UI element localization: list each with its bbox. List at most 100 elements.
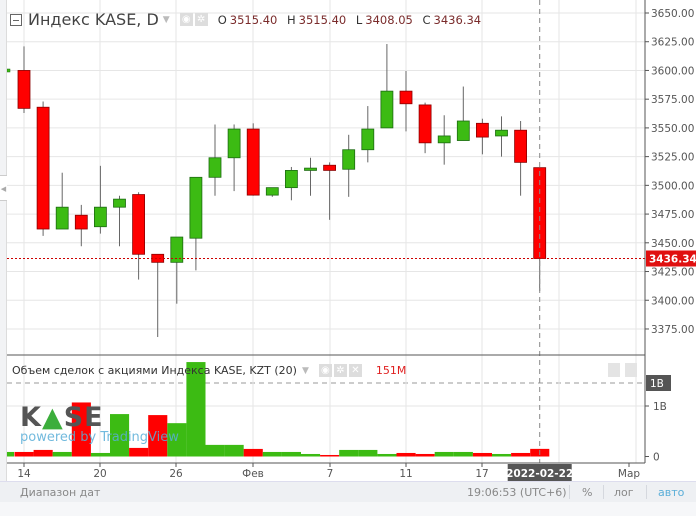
volume-bar	[90, 452, 110, 457]
candle	[132, 194, 146, 255]
divider	[646, 485, 647, 499]
candle	[17, 70, 31, 109]
candle	[189, 176, 203, 239]
close-icon[interactable]: ✕	[348, 364, 362, 377]
volume-bar	[33, 449, 53, 457]
scale-fit-button-icon	[625, 363, 637, 377]
volume-tick-label: 1B	[653, 401, 667, 413]
bottom-toolbar: Диапазон дат 19:06:53 (UTC+6) % лог авто	[0, 481, 696, 502]
last-price-label: 3436.34	[649, 253, 696, 265]
time-tick-label: 7	[327, 468, 334, 480]
date-range-button[interactable]: Диапазон дат	[20, 486, 101, 499]
time-tick-label: 26	[169, 468, 183, 480]
kase-logo: K▲SE	[20, 402, 104, 433]
price-tick-label: 3600.00	[651, 65, 694, 77]
candle	[342, 149, 356, 170]
volume-legend: Объем сделок с акциями Индекса KASE, KZT…	[12, 364, 406, 377]
volume-bar	[492, 453, 512, 457]
grid	[7, 0, 645, 463]
volume-bar	[339, 449, 359, 457]
kase-logo-watermark: K▲SE powered by TradingView	[20, 404, 179, 445]
left-toolbar-edge	[0, 0, 7, 481]
time-tick-label: Мар	[618, 468, 640, 480]
volume-max-label-bg	[646, 375, 671, 391]
volume-bar	[129, 447, 149, 457]
main-series-legend: Индекс KASE, D ▼ ◉ ✲ O 3515.40 H 3515.40 L…	[10, 10, 487, 29]
candle	[170, 236, 184, 263]
volume-bar	[511, 452, 531, 457]
time-tick-label: Фев	[242, 468, 264, 480]
volume-title[interactable]: Объем сделок с акциями Индекса KASE, KZT…	[12, 364, 297, 377]
candle	[456, 120, 470, 141]
gear-icon[interactable]: ✲	[333, 364, 347, 377]
price-tick-label: 3450.00	[651, 238, 694, 250]
gear-icon[interactable]: ✲	[194, 13, 208, 26]
candle	[265, 187, 279, 196]
candle	[514, 129, 527, 163]
open-key: O	[217, 12, 227, 27]
volume-bar	[472, 452, 492, 457]
volume-bar	[301, 453, 321, 457]
log-scale-button[interactable]: лог	[614, 486, 634, 499]
eye-icon[interactable]: ◉	[179, 13, 193, 26]
chevron-down-icon[interactable]: ▼	[162, 14, 170, 25]
candle	[304, 167, 317, 171]
axes: 3650.00 3625.00 3600.00 3575.00 3550.00 3525.…	[7, 0, 696, 481]
candle	[475, 122, 489, 138]
candle	[227, 128, 241, 159]
volume-bar	[415, 453, 435, 457]
last-price-label-bg	[646, 250, 696, 267]
volume-last-value: 151M	[375, 364, 407, 377]
price-tick-label: 3650.00	[651, 8, 694, 20]
candle	[284, 170, 298, 189]
volume-bar	[110, 414, 130, 457]
divider	[603, 485, 604, 499]
volume-bar	[281, 451, 301, 457]
volume-bar	[453, 451, 473, 457]
time-tick-label: 17	[475, 468, 488, 480]
volume-bar	[167, 423, 187, 457]
overlay	[7, 0, 645, 463]
chevron-down-icon[interactable]: ▼	[301, 365, 309, 376]
candle	[418, 104, 432, 144]
price-tick-label: 3425.00	[651, 267, 694, 279]
symbol-title[interactable]: Индекс KASE, D	[28, 10, 159, 29]
time-tick-label: 20	[93, 468, 106, 480]
close-value: 3436.34	[433, 12, 482, 27]
candle	[361, 128, 375, 151]
candle	[380, 90, 394, 129]
collapse-icon[interactable]	[10, 13, 22, 26]
eye-icon[interactable]: ◉	[318, 364, 332, 377]
expand-toolbar-arrow-icon[interactable]: ◀	[0, 175, 7, 201]
volume-bar	[14, 451, 34, 457]
low-key: L	[355, 12, 363, 27]
clock[interactable]: 19:06:53 (UTC+6)	[467, 486, 567, 499]
volume-bar	[262, 451, 282, 457]
price-tick-label: 3575.00	[651, 94, 694, 106]
powered-by-tradingview[interactable]: powered by TradingView	[20, 430, 179, 445]
volume-bar	[396, 452, 416, 457]
volume-max-label: 1B	[650, 378, 664, 390]
candle	[74, 214, 88, 230]
candle	[323, 164, 337, 171]
divider	[569, 485, 570, 499]
candle	[399, 90, 413, 105]
open-value: 3515.40	[229, 12, 278, 27]
volume-bar	[320, 454, 340, 457]
volume-bar	[148, 415, 168, 457]
price-tick-label: 3475.00	[651, 209, 694, 221]
auto-scale-button[interactable]: авто	[658, 486, 685, 499]
volume-bar	[434, 451, 454, 457]
candle	[495, 129, 508, 137]
volume-bar	[71, 402, 91, 457]
volume-bar	[224, 444, 244, 457]
volume-tick-label: 0	[653, 452, 660, 464]
time-tick-label: 14	[17, 468, 31, 480]
volume-bar	[243, 448, 263, 457]
high-value: 3515.40	[298, 12, 347, 27]
crosshair-date-label: 2022-02-22	[506, 468, 573, 480]
chart-canvas[interactable]: 3650.00 3625.00 3600.00 3575.00 3550.00 3525.…	[0, 0, 696, 481]
time-tick-label: 11	[399, 468, 412, 480]
percent-scale-button[interactable]: %	[582, 486, 593, 499]
candle	[437, 135, 451, 144]
